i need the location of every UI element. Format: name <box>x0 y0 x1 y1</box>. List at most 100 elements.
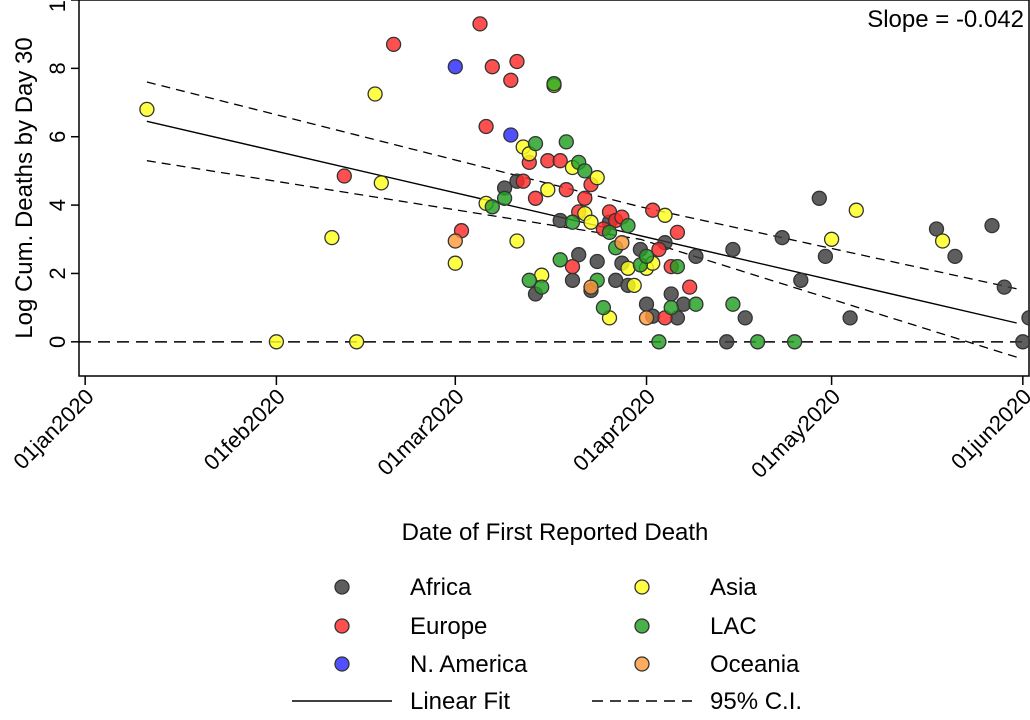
data-point-oceania <box>447 233 463 249</box>
y-tick-label: 6 <box>45 131 70 143</box>
series-africa <box>496 173 1030 350</box>
data-point-lac <box>534 279 550 295</box>
legend-label-oceania: Oceania <box>710 651 800 678</box>
series-lac <box>484 76 803 350</box>
legend-label-africa: Africa <box>410 574 472 601</box>
data-point-asia <box>268 334 285 350</box>
legend-marker-n-america <box>334 656 350 672</box>
data-point-asia <box>509 233 525 249</box>
ci-lower-line <box>146 160 1017 358</box>
plot-frame <box>78 0 1030 377</box>
data-point-europe <box>503 72 519 88</box>
data-point-africa <box>1015 334 1030 350</box>
linear-fit-line <box>146 120 1017 324</box>
data-point-africa <box>589 253 605 270</box>
legend-label-asia: Asia <box>710 574 757 601</box>
data-point-europe <box>564 258 581 275</box>
data-point-africa <box>928 221 945 237</box>
data-point-oceania <box>583 279 599 295</box>
data-point-n-america <box>447 59 463 75</box>
x-axis: 01jan2020 01feb2020 01mar2020 01apr2020 01ma… <box>8 376 1030 483</box>
data-point-lac <box>558 134 574 150</box>
data-point-africa <box>737 310 753 326</box>
data-point-lac <box>521 272 537 288</box>
data-point-asia <box>367 86 383 102</box>
data-point-asia <box>348 334 365 350</box>
data-point-asia <box>583 214 599 230</box>
legend-label-n-america: N. America <box>410 651 528 678</box>
data-point-lac <box>595 299 612 316</box>
legend-label-lac: LAC <box>710 613 757 640</box>
y-tick-label: 10 <box>45 0 70 12</box>
data-point-africa <box>1021 310 1030 326</box>
data-point-europe <box>558 182 574 198</box>
data-point-africa <box>719 334 735 350</box>
x-tick-label: 01may2020 <box>746 384 845 483</box>
data-point-asia <box>447 255 463 271</box>
data-point-lac <box>546 76 562 92</box>
data-point-europe <box>484 59 500 75</box>
data-point-asia <box>540 182 556 198</box>
data-point-europe <box>515 173 531 189</box>
legend-marker-africa <box>334 579 350 595</box>
legend: Africa Asia Europe LAC N. America Oceania Line… <box>292 574 802 715</box>
data-point-lac <box>601 224 618 241</box>
data-point-europe <box>385 36 402 53</box>
data-point-n-america <box>503 127 519 143</box>
data-point-lac <box>663 299 679 316</box>
data-point-asia <box>373 175 389 191</box>
x-axis-title: Date of First Reported Death <box>402 519 709 546</box>
data-point-lac <box>496 190 513 206</box>
data-point-lac <box>552 252 568 268</box>
y-tick-label: 8 <box>45 62 70 74</box>
data-point-africa <box>774 229 790 246</box>
data-point-africa <box>793 272 809 288</box>
legend-label-europe: Europe <box>410 613 487 640</box>
data-point-oceania <box>638 310 655 326</box>
series-oceania <box>447 233 655 326</box>
x-tick-label: 01jun2020 <box>946 384 1030 474</box>
legend-marker-oceania <box>634 656 650 672</box>
x-tick-label: 01feb2020 <box>199 384 290 475</box>
data-point-lac <box>638 248 655 265</box>
data-point-lac <box>725 296 741 312</box>
data-point-africa <box>984 217 1000 234</box>
data-point-africa <box>725 241 741 258</box>
y-tick-label: 0 <box>45 336 70 348</box>
legend-marker-lac <box>634 618 650 634</box>
data-point-lac <box>564 214 581 230</box>
ci-upper-line <box>146 81 1017 290</box>
data-point-lac <box>651 334 667 350</box>
data-point-europe <box>552 153 568 169</box>
series-n-america <box>447 59 519 143</box>
data-point-europe <box>336 168 352 184</box>
y-tick-label: 2 <box>45 267 70 279</box>
data-point-asia <box>848 202 864 218</box>
data-point-europe <box>478 118 494 135</box>
data-point-lac <box>749 334 766 350</box>
y-axis: 0 2 4 6 8 10 <box>45 0 79 348</box>
data-point-africa <box>688 248 704 265</box>
data-point-asia <box>823 231 840 247</box>
legend-marker-europe <box>334 618 350 634</box>
data-point-asia <box>657 207 673 223</box>
data-point-africa <box>663 286 679 302</box>
data-point-africa <box>564 272 581 288</box>
x-tick-label: 01apr2020 <box>568 384 660 476</box>
data-point-europe <box>527 190 544 206</box>
data-point-europe <box>669 224 686 241</box>
data-point-lac <box>688 296 704 312</box>
data-point-asia <box>934 233 951 249</box>
data-point-africa <box>996 279 1012 295</box>
data-point-lac <box>577 163 593 179</box>
data-point-oceania <box>614 235 630 251</box>
slope-annotation: Slope = -0.042 <box>867 6 1024 33</box>
data-point-asia <box>589 170 605 186</box>
data-point-europe <box>472 16 488 32</box>
data-point-asia <box>324 229 340 246</box>
data-point-asia <box>626 277 642 294</box>
data-point-europe <box>651 241 667 258</box>
data-point-europe <box>509 53 525 70</box>
data-point-europe <box>577 190 593 206</box>
